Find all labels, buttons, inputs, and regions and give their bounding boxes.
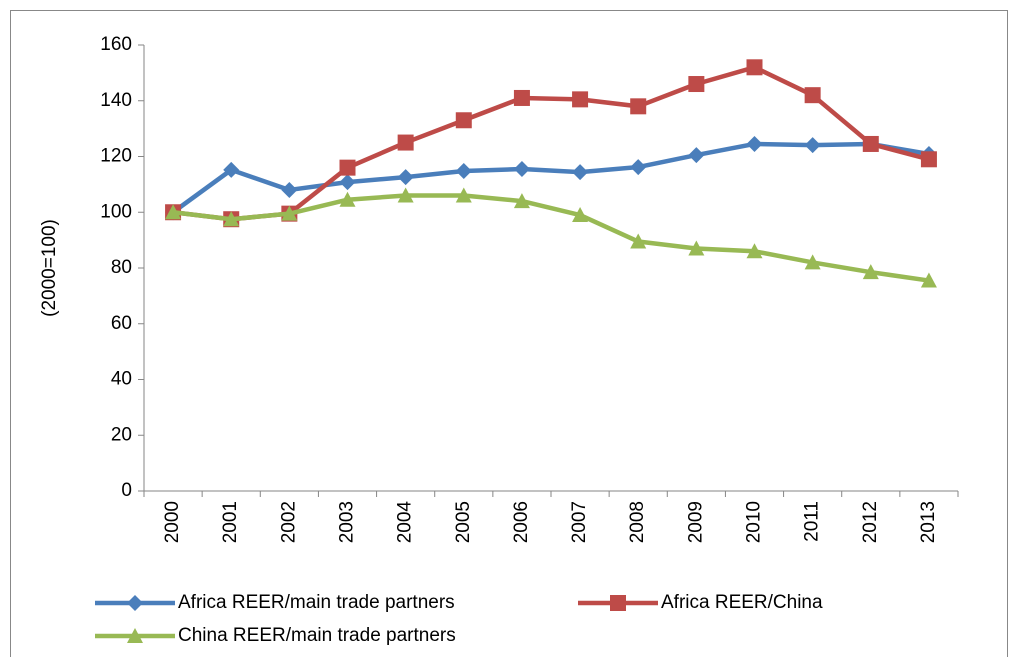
- y-tick-label: 80: [111, 257, 132, 278]
- legend-label: China REER/main trade partners: [178, 625, 456, 646]
- marker: [630, 233, 647, 249]
- x-tick-label: 2004: [395, 501, 416, 544]
- marker: [746, 135, 763, 152]
- marker: [513, 89, 530, 106]
- legend-label: Africa REER/main trade partners: [178, 592, 455, 613]
- marker: [746, 59, 763, 76]
- marker: [397, 134, 414, 151]
- y-tick-label: 20: [111, 424, 132, 445]
- series: [165, 135, 937, 221]
- x-tick-label: 2008: [627, 501, 648, 543]
- chart-frame: [10, 10, 1008, 657]
- line: [172, 65, 930, 222]
- y-tick-label: 120: [100, 146, 132, 167]
- x-tick-label: 2012: [860, 501, 881, 543]
- marker: [165, 204, 182, 220]
- legend-marker: [127, 628, 143, 643]
- y-tick-label: 100: [100, 201, 132, 222]
- marker: [804, 254, 821, 270]
- marker: [630, 98, 647, 115]
- y-tick-label: 60: [111, 313, 132, 334]
- x-tick-label: 2000: [162, 501, 183, 543]
- marker: [920, 272, 937, 288]
- legend-marker: [127, 595, 143, 611]
- y-axis-title: (2000=100): [39, 219, 60, 317]
- x-tick-label: 2013: [918, 501, 939, 543]
- legend-item: China REER/main trade partners: [95, 625, 456, 646]
- marker: [281, 205, 298, 221]
- marker: [920, 151, 937, 168]
- marker: [339, 174, 356, 191]
- marker: [455, 112, 472, 129]
- y-tick-label: 0: [121, 480, 132, 501]
- x-tick-label: 2006: [511, 501, 532, 543]
- legend-item: Africa REER/main trade partners: [95, 592, 455, 613]
- y-tick-label: 140: [100, 90, 132, 111]
- x-tick-label: 2001: [220, 501, 241, 543]
- series: [165, 187, 937, 288]
- legend-item: Africa REER/China: [578, 592, 823, 613]
- marker: [223, 211, 240, 227]
- y-tick-label: 160: [100, 34, 132, 55]
- marker: [223, 161, 240, 178]
- marker: [746, 243, 763, 259]
- x-tick-label: 2002: [278, 501, 299, 543]
- marker: [572, 207, 589, 223]
- x-tick-label: 2011: [802, 501, 823, 542]
- marker: [281, 181, 298, 198]
- marker: [688, 76, 705, 93]
- marker: [397, 169, 414, 186]
- marker: [339, 191, 356, 207]
- x-tick-label: 2003: [337, 501, 358, 543]
- marker: [397, 187, 414, 203]
- marker: [339, 159, 356, 176]
- marker: [455, 162, 472, 179]
- marker: [804, 87, 821, 104]
- legend-label: Africa REER/China: [661, 592, 823, 613]
- marker: [862, 135, 879, 152]
- marker: [862, 264, 879, 280]
- y-tick-label: 40: [111, 369, 132, 390]
- marker: [688, 147, 705, 164]
- x-tick-label: 2010: [744, 501, 765, 543]
- marker: [630, 159, 647, 176]
- marker: [688, 240, 705, 256]
- marker: [513, 193, 530, 209]
- marker: [572, 164, 589, 181]
- marker: [572, 91, 589, 108]
- x-tick-label: 2009: [685, 501, 706, 543]
- x-tick-label: 2005: [453, 501, 474, 543]
- marker: [455, 187, 472, 203]
- marker: [513, 161, 530, 178]
- x-tick-label: 2007: [569, 501, 590, 543]
- line: [171, 141, 930, 215]
- marker: [804, 137, 821, 154]
- line: [172, 193, 930, 283]
- legend-marker: [610, 595, 626, 611]
